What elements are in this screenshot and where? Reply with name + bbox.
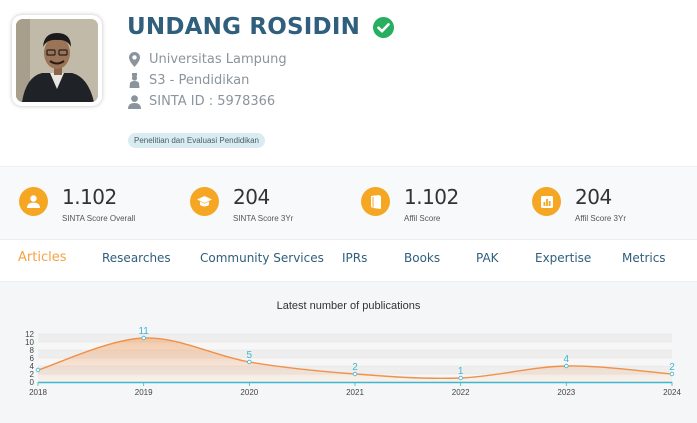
x-tick-label: 2021	[346, 388, 364, 397]
y-tick-label: 10	[25, 338, 34, 347]
avatar	[12, 15, 102, 106]
user-icon	[128, 94, 141, 109]
affiliation-link[interactable]: Universitas Lampung	[149, 52, 287, 67]
tab-iprs[interactable]: IPRs	[342, 251, 368, 265]
publications-chart-panel: Latest number of publications 0 2 4 6 8 10 12 2…	[0, 281, 697, 423]
grid-band	[38, 350, 672, 358]
score-strip: 1.102 SINTA Score Overall 204 SINTA Scor…	[0, 166, 697, 240]
x-tick-label: 2024	[663, 388, 681, 397]
y-tick-label: 12	[25, 330, 34, 339]
score-value: 1.102	[404, 185, 459, 209]
series-area	[38, 337, 672, 382]
data-point	[352, 371, 358, 377]
x-tick-label: 2019	[135, 388, 153, 397]
score-value: 1.102	[62, 185, 117, 209]
publications-chart: 0246810122018112019520202202112022420232…	[25, 326, 681, 397]
data-label: 2	[352, 362, 358, 373]
y-tick-label: 8	[30, 346, 35, 355]
score-label: Affil Score	[404, 214, 441, 223]
y-tick-label: 6	[30, 354, 35, 363]
score-label: Affil Score 3Yr	[575, 214, 626, 223]
book-icon	[361, 187, 390, 216]
data-label: 11	[138, 326, 149, 337]
expertise-tag[interactable]: Penelitian dan Evaluasi Pendidikan	[128, 133, 265, 148]
data-label: 4	[564, 354, 570, 365]
sinta-id-text: SINTA ID : 5978366	[149, 94, 276, 109]
score-value: 204	[575, 185, 612, 209]
degree-row: S3 - Pendidikan	[128, 73, 249, 88]
tab-articles[interactable]: Articles	[18, 250, 67, 265]
x-tick-label: 2023	[557, 388, 575, 397]
profile-photo	[16, 19, 98, 102]
tab-researches[interactable]: Researches	[102, 251, 171, 265]
data-point	[247, 359, 252, 365]
data-label: 1	[458, 366, 464, 377]
data-label: 2	[669, 362, 675, 373]
degree-text: S3 - Pendidikan	[149, 73, 250, 88]
y-tick-label: 0	[30, 378, 35, 387]
chart-title: Latest number of publications	[276, 300, 421, 312]
y-tick-label: 2	[30, 370, 35, 379]
data-point	[35, 367, 41, 373]
tab-books[interactable]: Books	[404, 251, 441, 265]
x-tick-label: 2018	[29, 388, 47, 397]
map-marker-icon	[128, 52, 141, 67]
sinta-id-row: SINTA ID : 5978366	[128, 94, 275, 109]
data-label: 5	[247, 350, 253, 361]
data-point	[564, 363, 569, 369]
data-point	[141, 335, 146, 341]
y-tick-label: 4	[30, 362, 35, 371]
score-label: SINTA Score Overall	[62, 214, 136, 223]
score-label: SINTA Score 3Yr	[233, 214, 294, 223]
grid-band	[38, 366, 672, 374]
profile-tabs: Articles Researches Community Services I…	[0, 241, 697, 281]
grid-band	[38, 334, 672, 342]
graduate-person-icon	[128, 73, 141, 88]
tab-metrics[interactable]: Metrics	[622, 251, 666, 265]
tab-expertise[interactable]: Expertise	[535, 251, 592, 265]
score-value: 204	[233, 185, 270, 209]
data-point	[458, 375, 463, 381]
x-tick-label: 2020	[240, 388, 258, 397]
grid-band	[38, 342, 672, 350]
verified-check-icon	[373, 16, 395, 38]
affiliation-row: Universitas Lampung	[128, 52, 287, 67]
bar-chart-icon	[532, 187, 561, 216]
grid-band	[38, 358, 672, 366]
profile-header: UNDANG ROSIDIN Universitas Lampung S3 - …	[0, 0, 697, 165]
data-point	[669, 371, 675, 377]
tab-community-services[interactable]: Community Services	[200, 251, 324, 265]
profile-name: UNDANG ROSIDIN	[127, 14, 361, 40]
x-tick-label: 2022	[452, 388, 470, 397]
tab-pak[interactable]: PAK	[476, 251, 499, 265]
user-icon	[19, 187, 48, 216]
graduation-cap-icon	[190, 187, 219, 216]
